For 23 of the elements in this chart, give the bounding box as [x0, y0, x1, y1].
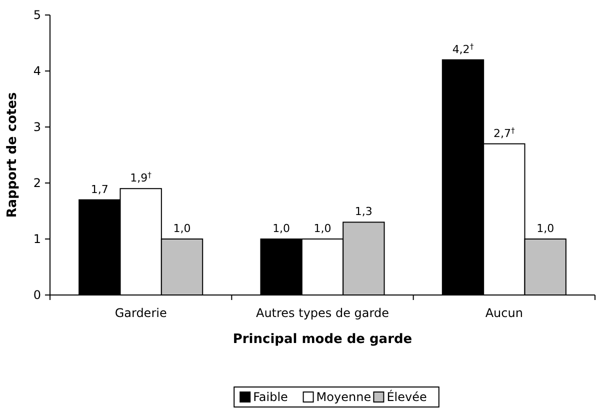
- legend-label: Moyenne: [316, 390, 372, 404]
- y-tick-label: 4: [33, 64, 41, 78]
- x-tick-label: Autres types de garde: [256, 306, 390, 320]
- y-tick-label: 3: [33, 120, 41, 134]
- data-label: 1,0: [272, 222, 290, 235]
- y-tick-label: 1: [33, 232, 41, 246]
- data-label: 4,2$^{†}$: [452, 41, 474, 56]
- data-label: 1,0: [536, 222, 554, 235]
- data-label: 1,0: [173, 222, 191, 235]
- data-label: 1,9$^{†}$: [130, 170, 152, 185]
- x-axis-title: Principal mode de garde: [232, 332, 412, 347]
- x-tick-label: Garderie: [114, 306, 167, 320]
- legend-label: Faible: [253, 390, 288, 404]
- data-label: 1,0: [314, 222, 332, 235]
- data-label: 1,7: [90, 182, 108, 196]
- data-label: 1,3: [354, 205, 372, 218]
- data-label: 2,7$^{†}$: [493, 125, 515, 140]
- y-tick-label: 2: [33, 176, 41, 190]
- x-tick-label: Aucun: [485, 306, 523, 320]
- y-tick-label: 0: [33, 288, 41, 302]
- y-tick-label: 5: [33, 8, 41, 22]
- legend-label: Élevée: [386, 389, 427, 404]
- y-axis-title: Rapport de cotes: [5, 92, 20, 218]
